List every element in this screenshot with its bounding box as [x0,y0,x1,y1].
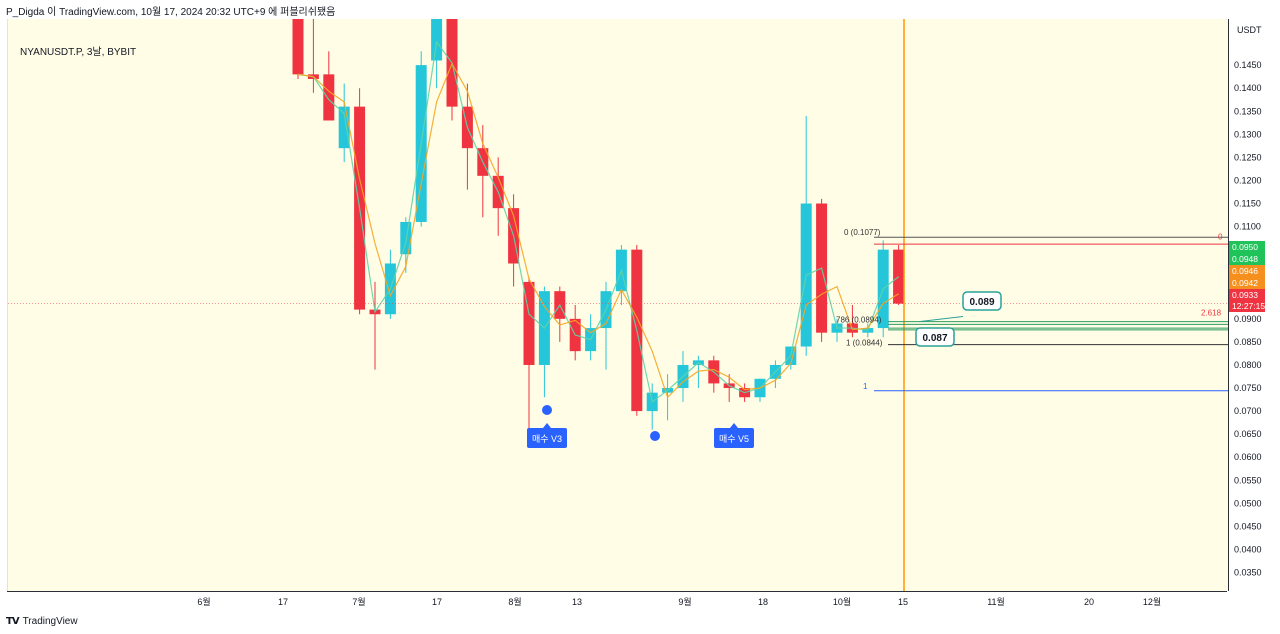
time-tick-label: 17 [432,597,442,607]
buy-signal-v3-dot [542,405,552,415]
buy-signal-v5-pointer [730,423,738,428]
price-tick-label: 0.0700 [1234,406,1262,416]
chart-plot-area[interactable]: 0 (0.1077) 786 (0.0894) 1 (0.0844) 0 1 2.618 0… [7,19,1228,591]
time-tick-label: 6월 [197,596,210,607]
price-tick-label: 0.0850 [1234,337,1262,347]
time-tick-label: 8월 [508,596,521,607]
time-tick-label: 7월 [352,596,365,607]
candlestick-chart[interactable]: 0 (0.1077) 786 (0.0894) 1 (0.0844) 0 1 2.618 0… [8,19,1228,591]
ma-fast-line [297,40,899,403]
price-badge: 12:27:15 [1229,300,1265,312]
price-badge: 0.0948 [1229,253,1265,265]
price-tick-label: 0.1100 [1234,222,1261,232]
time-tick-label: 18 [758,597,768,607]
fib-ext-one-label: 1 [863,382,868,391]
candle-body [431,19,443,61]
time-tick-label: 20 [1084,597,1094,607]
price-badge-text: 0.0933 [1232,290,1258,300]
price-badge-bg [1229,265,1265,277]
fib-label: 786 (0.0894) [836,316,882,325]
time-tick-label: 10월 [833,596,851,607]
buy-signal-v3-label: 매수 V3 [532,434,562,444]
price-badge: 0.0933 [1229,289,1265,301]
callout-0089-box [962,291,1002,311]
price-tick-label: 0.1350 [1234,106,1262,116]
buy-signal-v3-pointer [543,423,551,428]
callout-connector [918,316,964,323]
signal-dot [650,431,660,441]
buy-signal-v3-label-box [527,428,567,448]
time-axis[interactable]: 6월 17 7월 17 8월 13 9월 18 10월 15 11월 20 12월 [7,591,1227,612]
fib-ext-zero-label: 0 [1218,232,1223,241]
price-tick-label: 0.1250 [1234,152,1262,162]
price-tick-label: 0.0550 [1234,475,1262,485]
price-tick-label: 0.0400 [1234,544,1262,554]
price-badge-text: 0.0948 [1232,254,1258,264]
price-badge-bg [1229,300,1265,312]
candle-body [523,281,535,365]
price-tick-label: 0.1300 [1234,129,1262,139]
fib-label: 0 (0.1077) [844,228,881,237]
price-tick-label: 0.0450 [1234,521,1262,531]
time-tick-label: 13 [572,597,582,607]
price-badge-text: 0.0942 [1232,278,1258,288]
ma-slow-line [297,62,899,399]
symbol-legend[interactable]: NYANUSDT.P, 3날, BYBIT [20,47,137,58]
price-tick-label: 0.0650 [1234,429,1262,439]
candle-body [400,221,412,255]
price-tick-label: 0.1200 [1234,175,1262,185]
footer-brand[interactable]: TradingView [22,616,78,627]
price-axis-ticks: 0.1450 0.1400 0.1350 0.1300 0.1250 0.1200 0.11… [1229,60,1265,578]
currency-label[interactable]: USDT [1237,25,1262,35]
time-axis-ticks: 6월 17 7월 17 8월 13 9월 18 10월 15 11월 20 12월 [197,596,1161,607]
price-tick-label: 0.0750 [1234,383,1262,393]
buy-signal-v5-label-box [714,428,754,448]
callout-0087-text: 0.087 [922,333,947,344]
price-badge-bg [1229,289,1265,301]
price-tick-label: 0.0350 [1234,568,1262,578]
price-tick-label: 0.1450 [1234,60,1262,70]
price-badge: 0.0950 [1229,241,1265,253]
price-badge-text: 0.0950 [1232,242,1258,252]
candle-body [323,74,335,121]
buy-signal-v5-label: 매수 V5 [719,434,749,444]
publish-attribution: P_Digda 이 TradingView.com, 10월 17, 2024 … [6,7,336,18]
callout-0089-text: 0.089 [969,297,994,308]
time-tick-label: 17 [278,597,288,607]
price-axis[interactable]: USDT 0.1450 0.1400 0.1350 0.1300 0.1250 0.120… [1228,19,1280,591]
price-badge-text: 0.0946 [1232,266,1258,276]
time-tick-label: 12월 [1143,596,1161,607]
fib-ext-label: 2.618 [1201,309,1222,318]
footer: 𝗧𝗩 TradingView [6,616,78,627]
fib-label: 1 (0.0844) [846,339,883,348]
price-badge: 0.0946 [1229,265,1265,277]
time-tick-label: 11월 [987,596,1005,607]
price-badge-bg [1229,253,1265,265]
callout-0087-box [915,327,955,347]
price-tick-label: 0.1400 [1234,83,1262,93]
time-tick-label: 9월 [678,596,691,607]
price-tick-label: 0.0900 [1234,314,1262,324]
price-tick-label: 0.0500 [1234,498,1262,508]
price-badge-bg [1229,277,1265,289]
price-tick-label: 0.0800 [1234,360,1262,370]
price-badge: 0.0942 [1229,277,1265,289]
tradingview-logo-icon[interactable]: 𝗧𝗩 [6,616,20,627]
price-tick-label: 0.0600 [1234,452,1262,462]
price-badge-text: 12:27:15 [1232,301,1265,311]
candle-body [338,106,350,149]
price-tick-label: 0.1150 [1234,199,1261,209]
time-tick-label: 15 [898,597,908,607]
candle-body [292,19,304,75]
price-badge-bg [1229,241,1265,253]
